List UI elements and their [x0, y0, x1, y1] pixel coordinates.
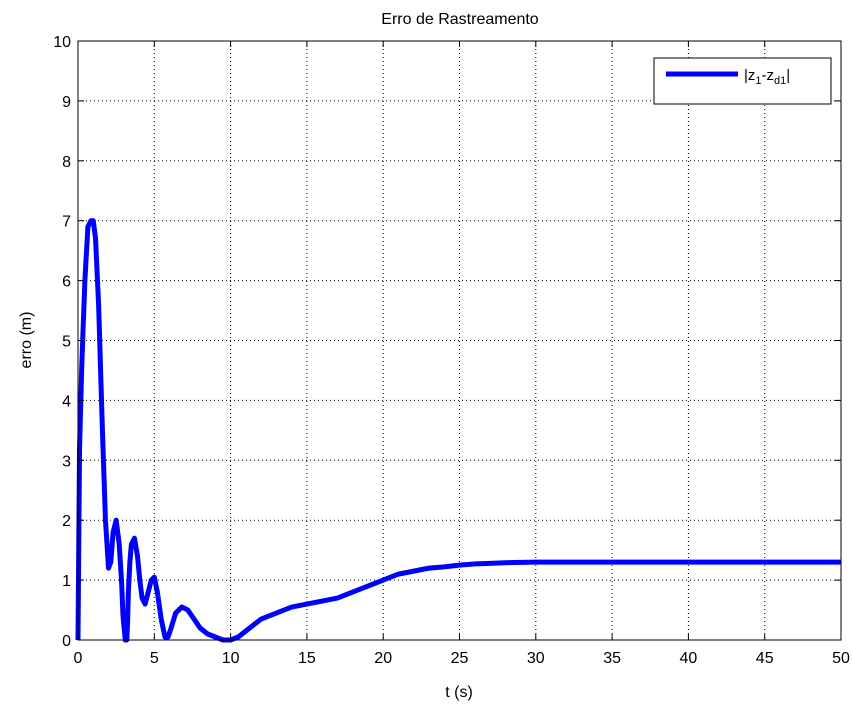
y-tick-label: 6 — [62, 274, 71, 291]
y-tick-label: 8 — [62, 154, 71, 171]
x-tick-label: 20 — [374, 650, 392, 667]
chart-title: Erro de Rastreamento — [381, 11, 539, 28]
y-tick-label: 2 — [62, 513, 71, 530]
x-tick-label: 15 — [298, 650, 316, 667]
x-tick-label: 35 — [603, 650, 621, 667]
x-tick-label: 5 — [150, 650, 159, 667]
axis-ticks — [77, 40, 842, 641]
y-tick-label: 7 — [62, 214, 71, 231]
legend-label-dash: - — [762, 67, 767, 84]
legend-label-z2: z — [767, 67, 775, 84]
x-tick-label: 10 — [222, 650, 240, 667]
legend: |z1-zd1| — [653, 57, 832, 105]
x-tick-label: 0 — [74, 650, 83, 667]
y-tick-label: 1 — [62, 573, 71, 590]
y-tick-label: 3 — [62, 453, 71, 470]
y-axis-label: erro (m) — [18, 312, 35, 369]
legend-box — [653, 57, 832, 105]
plot-area — [78, 41, 841, 640]
legend-label-z1: z — [748, 67, 756, 84]
y-tick-label: 5 — [62, 334, 71, 351]
series-line — [75, 218, 841, 643]
legend-label-sub2: d1 — [774, 75, 786, 87]
y-tick-label: 0 — [62, 633, 71, 650]
x-tick-label: 45 — [756, 650, 774, 667]
x-tick-label: 50 — [832, 650, 850, 667]
y-tick-label: 4 — [62, 393, 71, 410]
y-tick-label: 10 — [53, 34, 71, 51]
x-tick-label: 30 — [527, 650, 545, 667]
data-layer — [75, 218, 841, 643]
y-tick-label: 9 — [62, 94, 71, 111]
legend-label-sub1: 1 — [755, 75, 761, 87]
x-axis-label: t (s) — [445, 684, 473, 701]
x-tick-label: 25 — [451, 650, 469, 667]
x-tick-label: 40 — [680, 650, 698, 667]
